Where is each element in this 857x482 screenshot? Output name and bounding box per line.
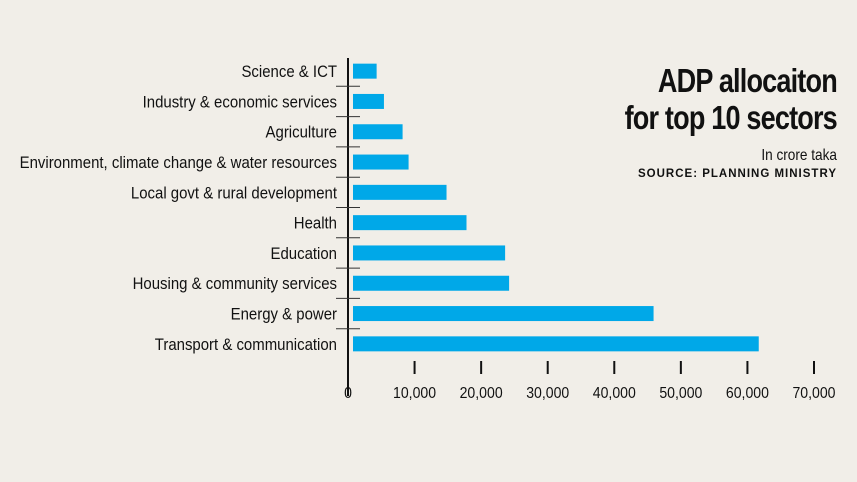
x-tick-label: 20,000 xyxy=(460,384,503,402)
bar xyxy=(353,124,403,140)
bar xyxy=(353,63,377,79)
chart-subtitle: In crore taka xyxy=(761,147,837,164)
x-tick-label: 50,000 xyxy=(659,384,702,402)
category-label: Energy & power xyxy=(231,306,338,324)
x-tick-label: 30,000 xyxy=(526,384,569,402)
x-tick-label: 70,000 xyxy=(792,384,835,402)
bar xyxy=(353,336,759,352)
category-label: Local govt & rural development xyxy=(131,185,338,203)
x-tick-label: 60,000 xyxy=(726,384,769,402)
bar xyxy=(353,93,384,109)
category-label: Housing & community services xyxy=(133,275,337,293)
bar xyxy=(353,275,510,291)
bar xyxy=(353,215,467,231)
bar xyxy=(353,306,654,322)
x-tick-label: 40,000 xyxy=(593,384,636,402)
x-tick-label: 10,000 xyxy=(393,384,436,402)
category-label: Education xyxy=(271,245,337,263)
chart-title: ADP allocaiton for top 10 sectors xyxy=(624,62,838,136)
bar xyxy=(353,245,506,261)
category-label: Industry & economic services xyxy=(143,94,337,112)
category-label: Health xyxy=(294,215,337,233)
chart-source: SOURCE: PLANNING MINISTRY xyxy=(638,168,837,180)
x-tick-label: 0 xyxy=(344,384,352,402)
category-label: Agriculture xyxy=(266,124,338,142)
title-line-2: for top 10 sectors xyxy=(624,99,838,136)
category-label: Transport & communication xyxy=(155,336,337,354)
title-line-1: ADP allocaiton xyxy=(658,62,838,99)
category-label: Science & ICT xyxy=(241,63,337,81)
bar xyxy=(353,154,409,170)
category-label: Environment, climate change & water reso… xyxy=(20,154,337,172)
bar xyxy=(353,184,447,200)
